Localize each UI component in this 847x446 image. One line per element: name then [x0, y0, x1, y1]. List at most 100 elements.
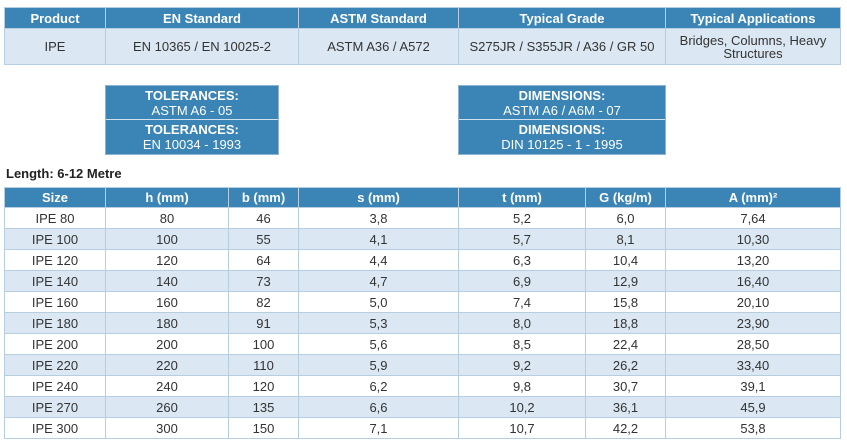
column-header: ASTM Standard: [298, 7, 459, 29]
table-row: IPE 300 300 150 7,1 10,7 42,2 53,8: [4, 417, 841, 439]
table-cell: 46: [228, 207, 299, 229]
table-cell: IPE 220: [4, 354, 106, 376]
table-cell: 10,7: [458, 417, 586, 439]
table-cell: IPE 100: [4, 228, 106, 250]
table-cell: 260: [105, 396, 229, 418]
table-cell: 100: [105, 228, 229, 250]
column-header: G (kg/m): [585, 187, 666, 208]
table-cell: 100: [228, 333, 299, 355]
tolerances-box: TOLERANCES: ASTM A6 - 05 TOLERANCES: EN 100…: [105, 85, 279, 155]
table-cell: IPE 80: [4, 207, 106, 229]
table-cell: 10,2: [458, 396, 586, 418]
table-cell: 5,7: [458, 228, 586, 250]
table-row: IPE 140 140 73 4,7 6,9 12,9 16,40: [4, 270, 841, 292]
column-header: Typical Grade: [458, 7, 666, 29]
standard-block: DIMENSIONS: DIN 10125 - 1 - 1995: [459, 120, 665, 154]
standard-text: EN 10034 - 1993: [142, 137, 242, 152]
product-table: Product EN Standard ASTM Standard Typical G…: [4, 7, 841, 65]
table-cell: 91: [228, 312, 299, 334]
table-cell: 5,0: [298, 291, 459, 313]
standard-text: DIN 10125 - 1 - 1995: [501, 137, 623, 152]
table-cell: 150: [228, 417, 299, 439]
table-cell: 180: [105, 312, 229, 334]
table-cell: 10,4: [585, 249, 666, 271]
table-cell: 20,10: [665, 291, 841, 313]
column-header: s (mm): [298, 187, 459, 208]
table-cell: 80: [105, 207, 229, 229]
length-label: Length: 6-12 Metre: [6, 166, 122, 181]
table-cell: 8,1: [585, 228, 666, 250]
table-cell: IPE 240: [4, 375, 106, 397]
table-cell: IPE 160: [4, 291, 106, 313]
table-row: IPE 120 120 64 4,4 6,3 10,4 13,20: [4, 249, 841, 271]
table-cell: 135: [228, 396, 299, 418]
dimensions-box: DIMENSIONS: ASTM A6 / A6M - 07 DIMENSIONS:…: [458, 85, 666, 155]
table-cell: 6,0: [585, 207, 666, 229]
table-cell: IPE 200: [4, 333, 106, 355]
table-cell: IPE 270: [4, 396, 106, 418]
table-cell: 42,2: [585, 417, 666, 439]
table-cell: 7,64: [665, 207, 841, 229]
table-cell: 240: [105, 375, 229, 397]
table-row: IPE 80 80 46 3,8 5,2 6,0 7,64: [4, 207, 841, 229]
header-row: Size h (mm) b (mm) s (mm) t (mm) G (kg/m) A (m…: [4, 187, 841, 208]
standard-title: TOLERANCES:: [145, 122, 239, 137]
standard-block: DIMENSIONS: ASTM A6 / A6M - 07: [459, 86, 665, 120]
table-cell: 16,40: [665, 270, 841, 292]
table-row: IPE 180 180 91 5,3 8,0 18,8 23,90: [4, 312, 841, 334]
table-row: IPE 240 240 120 6,2 9,8 30,7 39,1: [4, 375, 841, 397]
table-cell: 120: [105, 249, 229, 271]
table-cell: 4,7: [298, 270, 459, 292]
table-cell: 120: [228, 375, 299, 397]
dimension-table: Size h (mm) b (mm) s (mm) t (mm) G (kg/m) A (m…: [4, 187, 841, 439]
column-header: Typical Applications: [665, 7, 841, 29]
table-cell: 160: [105, 291, 229, 313]
table-cell: 45,9: [665, 396, 841, 418]
table-cell: 10,30: [665, 228, 841, 250]
table-cell: 5,6: [298, 333, 459, 355]
table-cell: 33,40: [665, 354, 841, 376]
table-cell: IPE 120: [4, 249, 106, 271]
table-cell: 5,3: [298, 312, 459, 334]
table-cell: 53,8: [665, 417, 841, 439]
table-row: IPE 200 200 100 5,6 8,5 22,4 28,50: [4, 333, 841, 355]
table-cell: EN 10365 / EN 10025-2: [105, 28, 299, 65]
table-cell: 200: [105, 333, 229, 355]
table-cell: 82: [228, 291, 299, 313]
table-cell: 23,90: [665, 312, 841, 334]
table-cell: 6,2: [298, 375, 459, 397]
column-header: b (mm): [228, 187, 299, 208]
column-header: EN Standard: [105, 7, 299, 29]
table-row: IPE 270 260 135 6,6 10,2 36,1 45,9: [4, 396, 841, 418]
table-cell: 3,8: [298, 207, 459, 229]
standard-block: TOLERANCES: ASTM A6 - 05: [106, 86, 278, 120]
standard-text: ASTM A6 - 05: [151, 103, 233, 118]
table-cell: 9,2: [458, 354, 586, 376]
table-cell: 55: [228, 228, 299, 250]
standard-title: TOLERANCES:: [145, 88, 239, 103]
table-cell: 140: [105, 270, 229, 292]
standard-text: ASTM A6 / A6M - 07: [503, 103, 621, 118]
table-row: IPE 220 220 110 5,9 9,2 26,2 33,40: [4, 354, 841, 376]
table-cell: 8,5: [458, 333, 586, 355]
column-header: Size: [4, 187, 106, 208]
table-cell: 9,8: [458, 375, 586, 397]
table-cell: 7,4: [458, 291, 586, 313]
table-cell: 7,1: [298, 417, 459, 439]
standard-block: TOLERANCES: EN 10034 - 1993: [106, 120, 278, 154]
table-cell: IPE: [4, 28, 106, 65]
table-row: IPE 100 100 55 4,1 5,7 8,1 10,30: [4, 228, 841, 250]
table-cell: ASTM A36 / A572: [298, 28, 459, 65]
table-row: IPE 160 160 82 5,0 7,4 15,8 20,10: [4, 291, 841, 313]
standard-title: DIMENSIONS:: [518, 88, 606, 103]
table-cell: 4,4: [298, 249, 459, 271]
table-cell: 13,20: [665, 249, 841, 271]
table-cell: IPE 140: [4, 270, 106, 292]
table-cell: 18,8: [585, 312, 666, 334]
table-cell: 28,50: [665, 333, 841, 355]
table-cell: 300: [105, 417, 229, 439]
table-cell: 4,1: [298, 228, 459, 250]
table-cell: 39,1: [665, 375, 841, 397]
column-header: t (mm): [458, 187, 586, 208]
